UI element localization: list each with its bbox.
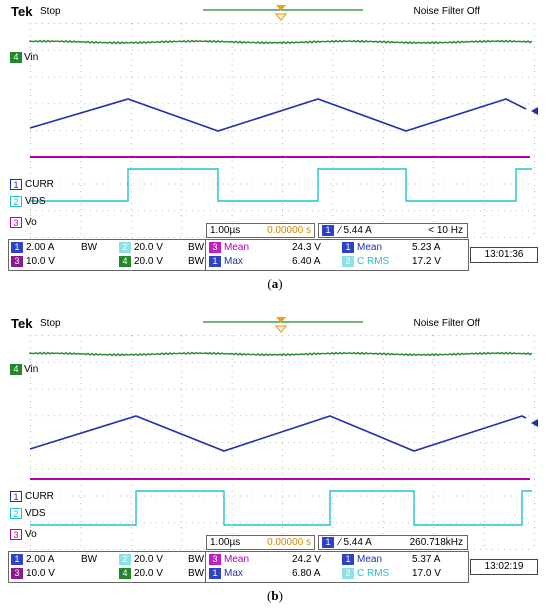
meas-ch2-crms-value: 17.2 V (412, 256, 441, 267)
ch4-label: 4 Vin (10, 52, 38, 63)
trigger-position-icon (276, 317, 286, 323)
brand-logo: Tek (11, 4, 33, 19)
acquisition-state: Stop (40, 318, 61, 329)
scope-header: Tek Stop Noise Filter Off (8, 315, 540, 333)
meas-ch3-mean: 3 Mean (209, 241, 249, 255)
trigger-position-marker (203, 5, 363, 21)
trigger-box: 1 ∕ 5.44 A < 10 Hz (318, 223, 468, 238)
ch1-level-icon (531, 107, 538, 115)
trigger-position-marker (203, 317, 363, 333)
ch4-bw: BW (188, 568, 205, 579)
meas-ch3-mean-value: 24.2 V (292, 554, 321, 565)
ch4-badge: 4 (10, 364, 22, 375)
ch1-scale: 1 2.00 A (11, 553, 54, 567)
meas-ch1-mean-value: 5.37 A (412, 554, 441, 565)
ch1-label: 1 CURR (10, 491, 54, 503)
ch4-bw: BW (188, 256, 205, 267)
ch2-scale: 2 20.0 V (119, 241, 163, 255)
meas-ch2-crms-value: 17.0 V (412, 568, 441, 579)
meas-ch1-mean: 1 Mean (342, 241, 382, 255)
ch3-label: 3 Vo (10, 529, 37, 541)
ch4-scale: 4 20.0 V (119, 255, 163, 269)
waveform-svg (29, 23, 538, 238)
meas-ch1-max: 1 Max (209, 567, 243, 581)
ch2-bw: BW (188, 554, 205, 565)
scope-panel-b: Tek Stop Noise Filter Off 4 Vin 1 CURR 2 VD… (8, 315, 540, 585)
meas-ch1-mean-value: 5.23 A (412, 242, 441, 253)
curr-trace (29, 415, 527, 452)
brand-logo: Tek (11, 316, 33, 331)
meas-ch3-mean: 3 Mean (209, 553, 249, 567)
ch4-label: 4 Vin (10, 364, 38, 375)
ch4-badge: 4 (10, 52, 22, 63)
ch3-scale: 3 10.0 V (11, 255, 55, 269)
vds-trace (30, 168, 532, 202)
waveform-svg (29, 335, 538, 550)
ch1-scale: 1 2.00 A (11, 241, 54, 255)
ch1-level-icon (531, 419, 538, 427)
waveform-display: 4 Vin 1 CURR 2 VDS 3 Vo 1.00µs 0.00000 s 1 ∕… (8, 21, 540, 239)
ch1-bw: BW (81, 242, 98, 253)
ch1-label: 1 CURR (10, 179, 54, 191)
ch4-scale: 4 20.0 V (119, 567, 163, 581)
meas-ch1-max-value: 6.40 A (292, 256, 321, 267)
vds-trace (30, 490, 532, 526)
scope-panel-a: Tek Stop Noise Filter Off 4 Vin 1 CURR 2 VD… (8, 3, 540, 273)
clock-time: 13:02:19 (470, 559, 538, 575)
status-bar: 1 2.00 A BW 2 20.0 V BW 3 10.0 V 4 20.0 V BW… (8, 239, 540, 271)
caption-a: (a) (267, 276, 283, 291)
clock-time: 13:01:36 (470, 247, 538, 263)
meas-ch3-mean-value: 24.3 V (292, 242, 321, 253)
caption-b: (b) (267, 588, 283, 603)
trigger-position-icon (276, 5, 286, 11)
waveform-display: 4 Vin 1 CURR 2 VDS 3 Vo 1.00µs 0.00000 s 1 ∕… (8, 333, 540, 551)
vin-trace (29, 39, 533, 45)
timebase-box: 1.00µs 0.00000 s (206, 223, 315, 238)
ch2-label: 2 VDS (10, 196, 46, 208)
curr-trace (29, 98, 527, 132)
meas-ch1-max-value: 6.80 A (292, 568, 321, 579)
ch3-scale: 3 10.0 V (11, 567, 55, 581)
ch2-bw: BW (188, 242, 205, 253)
ch3-label: 3 Vo (10, 217, 37, 229)
meas-ch1-mean: 1 Mean (342, 553, 382, 567)
ch2-label: 2 VDS (10, 508, 46, 520)
vin-trace (29, 351, 533, 357)
trigger-box: 1 ∕ 5.44 A 260.718kHz (318, 535, 468, 550)
ch2-scale: 2 20.0 V (119, 553, 163, 567)
timebase-box: 1.00µs 0.00000 s (206, 535, 315, 550)
acquisition-state: Stop (40, 6, 61, 17)
meas-ch1-max: 1 Max (209, 255, 243, 269)
ch1-bw: BW (81, 554, 98, 565)
graticule (30, 335, 535, 550)
noise-filter-status: Noise Filter Off (413, 318, 481, 329)
status-bar: 1 2.00 A BW 2 20.0 V BW 3 10.0 V 4 20.0 V BW… (8, 551, 540, 583)
noise-filter-status: Noise Filter Off (413, 6, 481, 17)
scope-header: Tek Stop Noise Filter Off (8, 3, 540, 21)
graticule (30, 23, 535, 238)
